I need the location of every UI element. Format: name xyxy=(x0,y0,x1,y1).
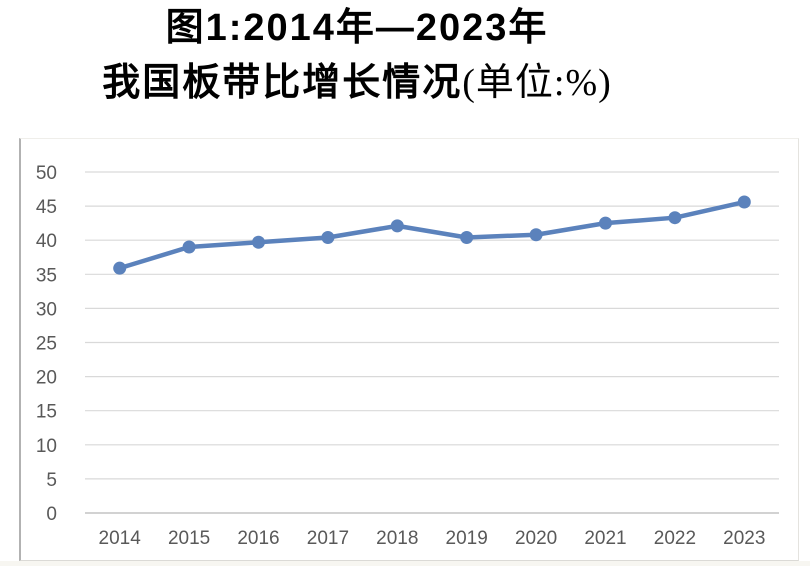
data-point-marker xyxy=(390,219,404,233)
chart-title: 图1:2014年—2023年 我国板带比增长情况(单位:%) xyxy=(0,4,714,109)
data-point-marker xyxy=(321,230,335,244)
x-tick-label: 2014 xyxy=(99,528,142,549)
y-tick-label: 50 xyxy=(36,163,57,184)
y-tick-label: 25 xyxy=(36,334,57,355)
data-point-marker xyxy=(252,235,265,249)
x-tick-label: 2022 xyxy=(654,528,696,549)
y-tick-label: 5 xyxy=(46,470,57,491)
data-point-marker xyxy=(599,216,612,230)
y-tick-label: 0 xyxy=(46,504,57,525)
x-tick-label: 2015 xyxy=(168,528,210,549)
x-tick-label: 2016 xyxy=(237,528,279,549)
chart-title-line2: 我国板带比增长情况(单位:%) xyxy=(0,59,714,108)
y-tick-label: 15 xyxy=(36,402,57,423)
chart-title-line2-main: 我国板带比增长情况 xyxy=(102,62,463,105)
chart-title-unit-label: (单位:%) xyxy=(462,62,612,105)
y-tick-label: 10 xyxy=(36,436,57,457)
data-point-marker xyxy=(182,240,196,254)
y-tick-label: 30 xyxy=(36,299,57,320)
data-point-marker xyxy=(460,230,474,244)
x-tick-label: 2018 xyxy=(376,528,418,549)
y-tick-label: 20 xyxy=(36,368,57,389)
x-tick-label: 2021 xyxy=(584,528,626,549)
data-point-marker xyxy=(113,261,127,275)
x-tick-label: 2019 xyxy=(446,528,488,549)
x-tick-label: 2023 xyxy=(723,528,765,549)
chart-title-line1: 图1:2014年—2023年 xyxy=(165,7,549,49)
page-bottom-strip xyxy=(0,561,810,566)
y-tick-label: 35 xyxy=(36,265,57,286)
data-point-marker xyxy=(737,195,751,209)
data-line xyxy=(117,199,747,271)
data-point-marker xyxy=(668,211,682,225)
y-tick-label: 40 xyxy=(36,231,57,252)
chart-plot-border xyxy=(19,138,799,561)
data-point-marker xyxy=(529,228,543,242)
y-tick-label: 45 xyxy=(36,197,57,218)
x-tick-label: 2017 xyxy=(307,528,349,549)
x-tick-label: 2020 xyxy=(515,528,557,549)
